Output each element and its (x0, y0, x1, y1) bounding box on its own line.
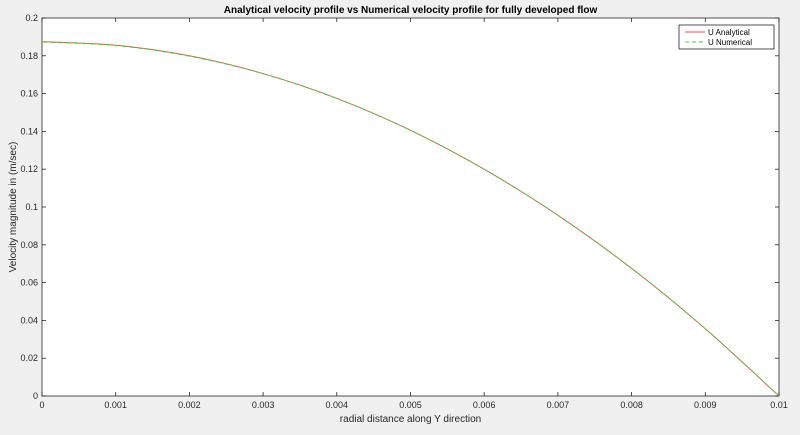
y-tick-label: 0.1 (25, 202, 38, 212)
x-tick-label: 0.008 (620, 400, 643, 410)
x-tick-label: 0.003 (252, 400, 275, 410)
series-line-numerical (41, 41, 780, 397)
y-tick-label: 0.06 (20, 278, 38, 288)
x-tick-label: 0.009 (694, 400, 717, 410)
x-tick-label: 0.005 (399, 400, 422, 410)
y-tick-label: 0.2 (25, 13, 38, 23)
legend-label-numerical: U Numerical (708, 38, 752, 47)
y-tick-label: 0.16 (20, 89, 38, 99)
x-tick-label: 0 (39, 400, 44, 410)
legend-label-analytical: U Analytical (708, 28, 750, 37)
axis-ticks: 0 0.001 0.002 0.003 0.004 0.005 0.006 0.007 0.00… (20, 13, 787, 410)
x-tick-label: 0.004 (326, 400, 349, 410)
y-tick-label: 0.12 (20, 164, 38, 174)
y-tick-label: 0.02 (20, 353, 38, 363)
x-axis-label: radial distance along Y direction (340, 414, 481, 425)
x-tick-label: 0.006 (473, 400, 496, 410)
y-tick-label: 0.14 (20, 126, 38, 136)
x-tick-label: 0.01 (770, 400, 788, 410)
x-tick-label: 0.007 (547, 400, 570, 410)
x-tick-label: 0.001 (104, 400, 127, 410)
x-tick-label: 0.002 (178, 400, 201, 410)
legend: U Analytical U Numerical (678, 24, 775, 50)
plot-area (41, 17, 780, 397)
y-tick-label: 0.08 (20, 240, 38, 250)
legend-box (678, 24, 775, 50)
y-tick-label: 0.18 (20, 51, 38, 61)
y-tick-label: 0 (33, 391, 38, 401)
y-axis-label: Velocity magnitude in (m/sec) (8, 142, 19, 273)
chart-title: Analytical velocity profile vs Numerical… (224, 5, 598, 16)
y-tick-label: 0.04 (20, 315, 38, 325)
series-layer (41, 41, 780, 397)
